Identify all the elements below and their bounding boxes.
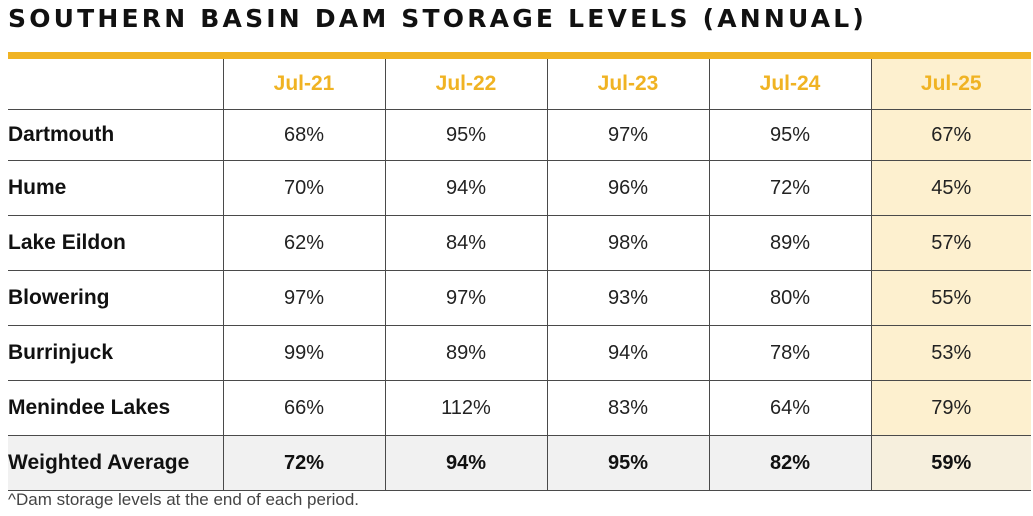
row-label: Lake Eildon: [8, 215, 224, 271]
value-cell-highlighted: 45%: [870, 160, 1031, 216]
row-label: Weighted Average: [8, 435, 224, 491]
value-cell: 112%: [384, 380, 548, 436]
value-cell: 78%: [708, 325, 872, 381]
value-cell: 66%: [222, 380, 386, 436]
average-cell: 72%: [222, 435, 386, 491]
column-header: Jul-24: [708, 59, 872, 110]
value-cell: 94%: [384, 160, 548, 216]
value-cell: 83%: [546, 380, 710, 436]
value-cell: 96%: [546, 160, 710, 216]
table-row: Dartmouth 68% 95% 97% 95% 67%: [8, 109, 1031, 161]
column-header-highlighted: Jul-25: [870, 59, 1031, 110]
table-row: Burrinjuck 99% 89% 94% 78% 53%: [8, 325, 1031, 381]
column-header: Jul-21: [222, 59, 386, 110]
value-cell-highlighted: 57%: [870, 215, 1031, 271]
value-cell: 84%: [384, 215, 548, 271]
header-row: Jul-21 Jul-22 Jul-23 Jul-24 Jul-25: [8, 59, 1031, 110]
value-cell: 70%: [222, 160, 386, 216]
value-cell: 94%: [546, 325, 710, 381]
value-cell: 97%: [222, 270, 386, 326]
row-label: Blowering: [8, 270, 224, 326]
table-row: Lake Eildon 62% 84% 98% 89% 57%: [8, 215, 1031, 271]
row-label: Menindee Lakes: [8, 380, 224, 436]
footnote: ^Dam storage levels at the end of each p…: [8, 490, 360, 509]
value-cell: 95%: [708, 109, 872, 161]
value-cell: 95%: [384, 109, 548, 161]
table-row: Menindee Lakes 66% 112% 83% 64% 79%: [8, 380, 1031, 436]
value-cell: 99%: [222, 325, 386, 381]
average-cell-highlighted: 59%: [870, 435, 1031, 491]
row-label: Hume: [8, 160, 224, 216]
row-label: Burrinjuck: [8, 325, 224, 381]
table-row: Blowering 97% 97% 93% 80% 55%: [8, 270, 1031, 326]
column-header: Jul-22: [384, 59, 548, 110]
value-cell: 80%: [708, 270, 872, 326]
average-cell: 94%: [384, 435, 548, 491]
value-cell: 64%: [708, 380, 872, 436]
title-underline: [8, 52, 1031, 59]
average-cell: 82%: [708, 435, 872, 491]
value-cell-highlighted: 53%: [870, 325, 1031, 381]
value-cell: 72%: [708, 160, 872, 216]
value-cell-highlighted: 79%: [870, 380, 1031, 436]
value-cell: 97%: [384, 270, 548, 326]
value-cell: 98%: [546, 215, 710, 271]
value-cell-highlighted: 55%: [870, 270, 1031, 326]
value-cell-highlighted: 67%: [870, 109, 1031, 161]
column-header: Jul-23: [546, 59, 710, 110]
storage-table: Jul-21 Jul-22 Jul-23 Jul-24 Jul-25 Dartm…: [8, 59, 1031, 491]
chart-title: SOUTHERN BASIN DAM STORAGE LEVELS (ANNUA…: [8, 4, 868, 33]
weighted-average-row: Weighted Average 72% 94% 95% 82% 59%: [8, 435, 1031, 491]
value-cell: 62%: [222, 215, 386, 271]
table-row: Hume 70% 94% 96% 72% 45%: [8, 160, 1031, 216]
value-cell: 97%: [546, 109, 710, 161]
row-label: Dartmouth: [8, 109, 224, 161]
average-cell: 95%: [546, 435, 710, 491]
value-cell: 89%: [384, 325, 548, 381]
value-cell: 89%: [708, 215, 872, 271]
value-cell: 68%: [222, 109, 386, 161]
value-cell: 93%: [546, 270, 710, 326]
corner-cell: [8, 59, 224, 110]
